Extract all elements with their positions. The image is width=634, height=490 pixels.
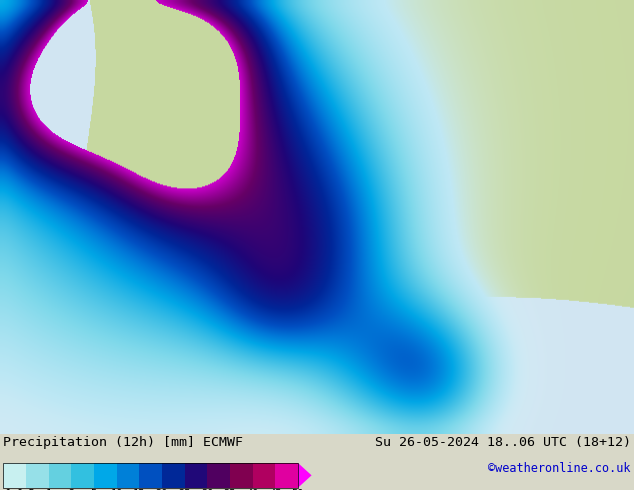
Text: 35: 35 (224, 489, 236, 490)
Text: 10: 10 (110, 489, 123, 490)
Text: 5: 5 (91, 489, 97, 490)
Bar (207, 463, 230, 488)
Text: Su 26-05-2024 18..06 UTC (18+12): Su 26-05-2024 18..06 UTC (18+12) (375, 437, 631, 449)
Bar (139, 463, 162, 488)
Text: 2: 2 (68, 489, 74, 490)
Text: 30: 30 (201, 489, 214, 490)
Text: 1: 1 (46, 489, 51, 490)
Bar (3, 463, 298, 488)
Bar (94, 463, 117, 488)
Bar (184, 463, 207, 488)
Bar (252, 463, 275, 488)
Bar (117, 463, 139, 488)
Polygon shape (298, 463, 311, 488)
Bar (230, 463, 252, 488)
Text: 40: 40 (247, 489, 259, 490)
Bar (26, 463, 49, 488)
Text: 25: 25 (178, 489, 191, 490)
Text: Precipitation (12h) [mm] ECMWF: Precipitation (12h) [mm] ECMWF (3, 437, 243, 449)
Text: ©weatheronline.co.uk: ©weatheronline.co.uk (488, 462, 631, 475)
Text: 50: 50 (292, 489, 304, 490)
Bar (275, 463, 298, 488)
Text: 15: 15 (133, 489, 145, 490)
Text: 0.1: 0.1 (0, 489, 13, 490)
Bar (49, 463, 71, 488)
Text: 0.5: 0.5 (16, 489, 36, 490)
Bar (3, 463, 26, 488)
Bar (71, 463, 94, 488)
Bar (162, 463, 184, 488)
Text: 20: 20 (156, 489, 168, 490)
Text: 45: 45 (269, 489, 281, 490)
